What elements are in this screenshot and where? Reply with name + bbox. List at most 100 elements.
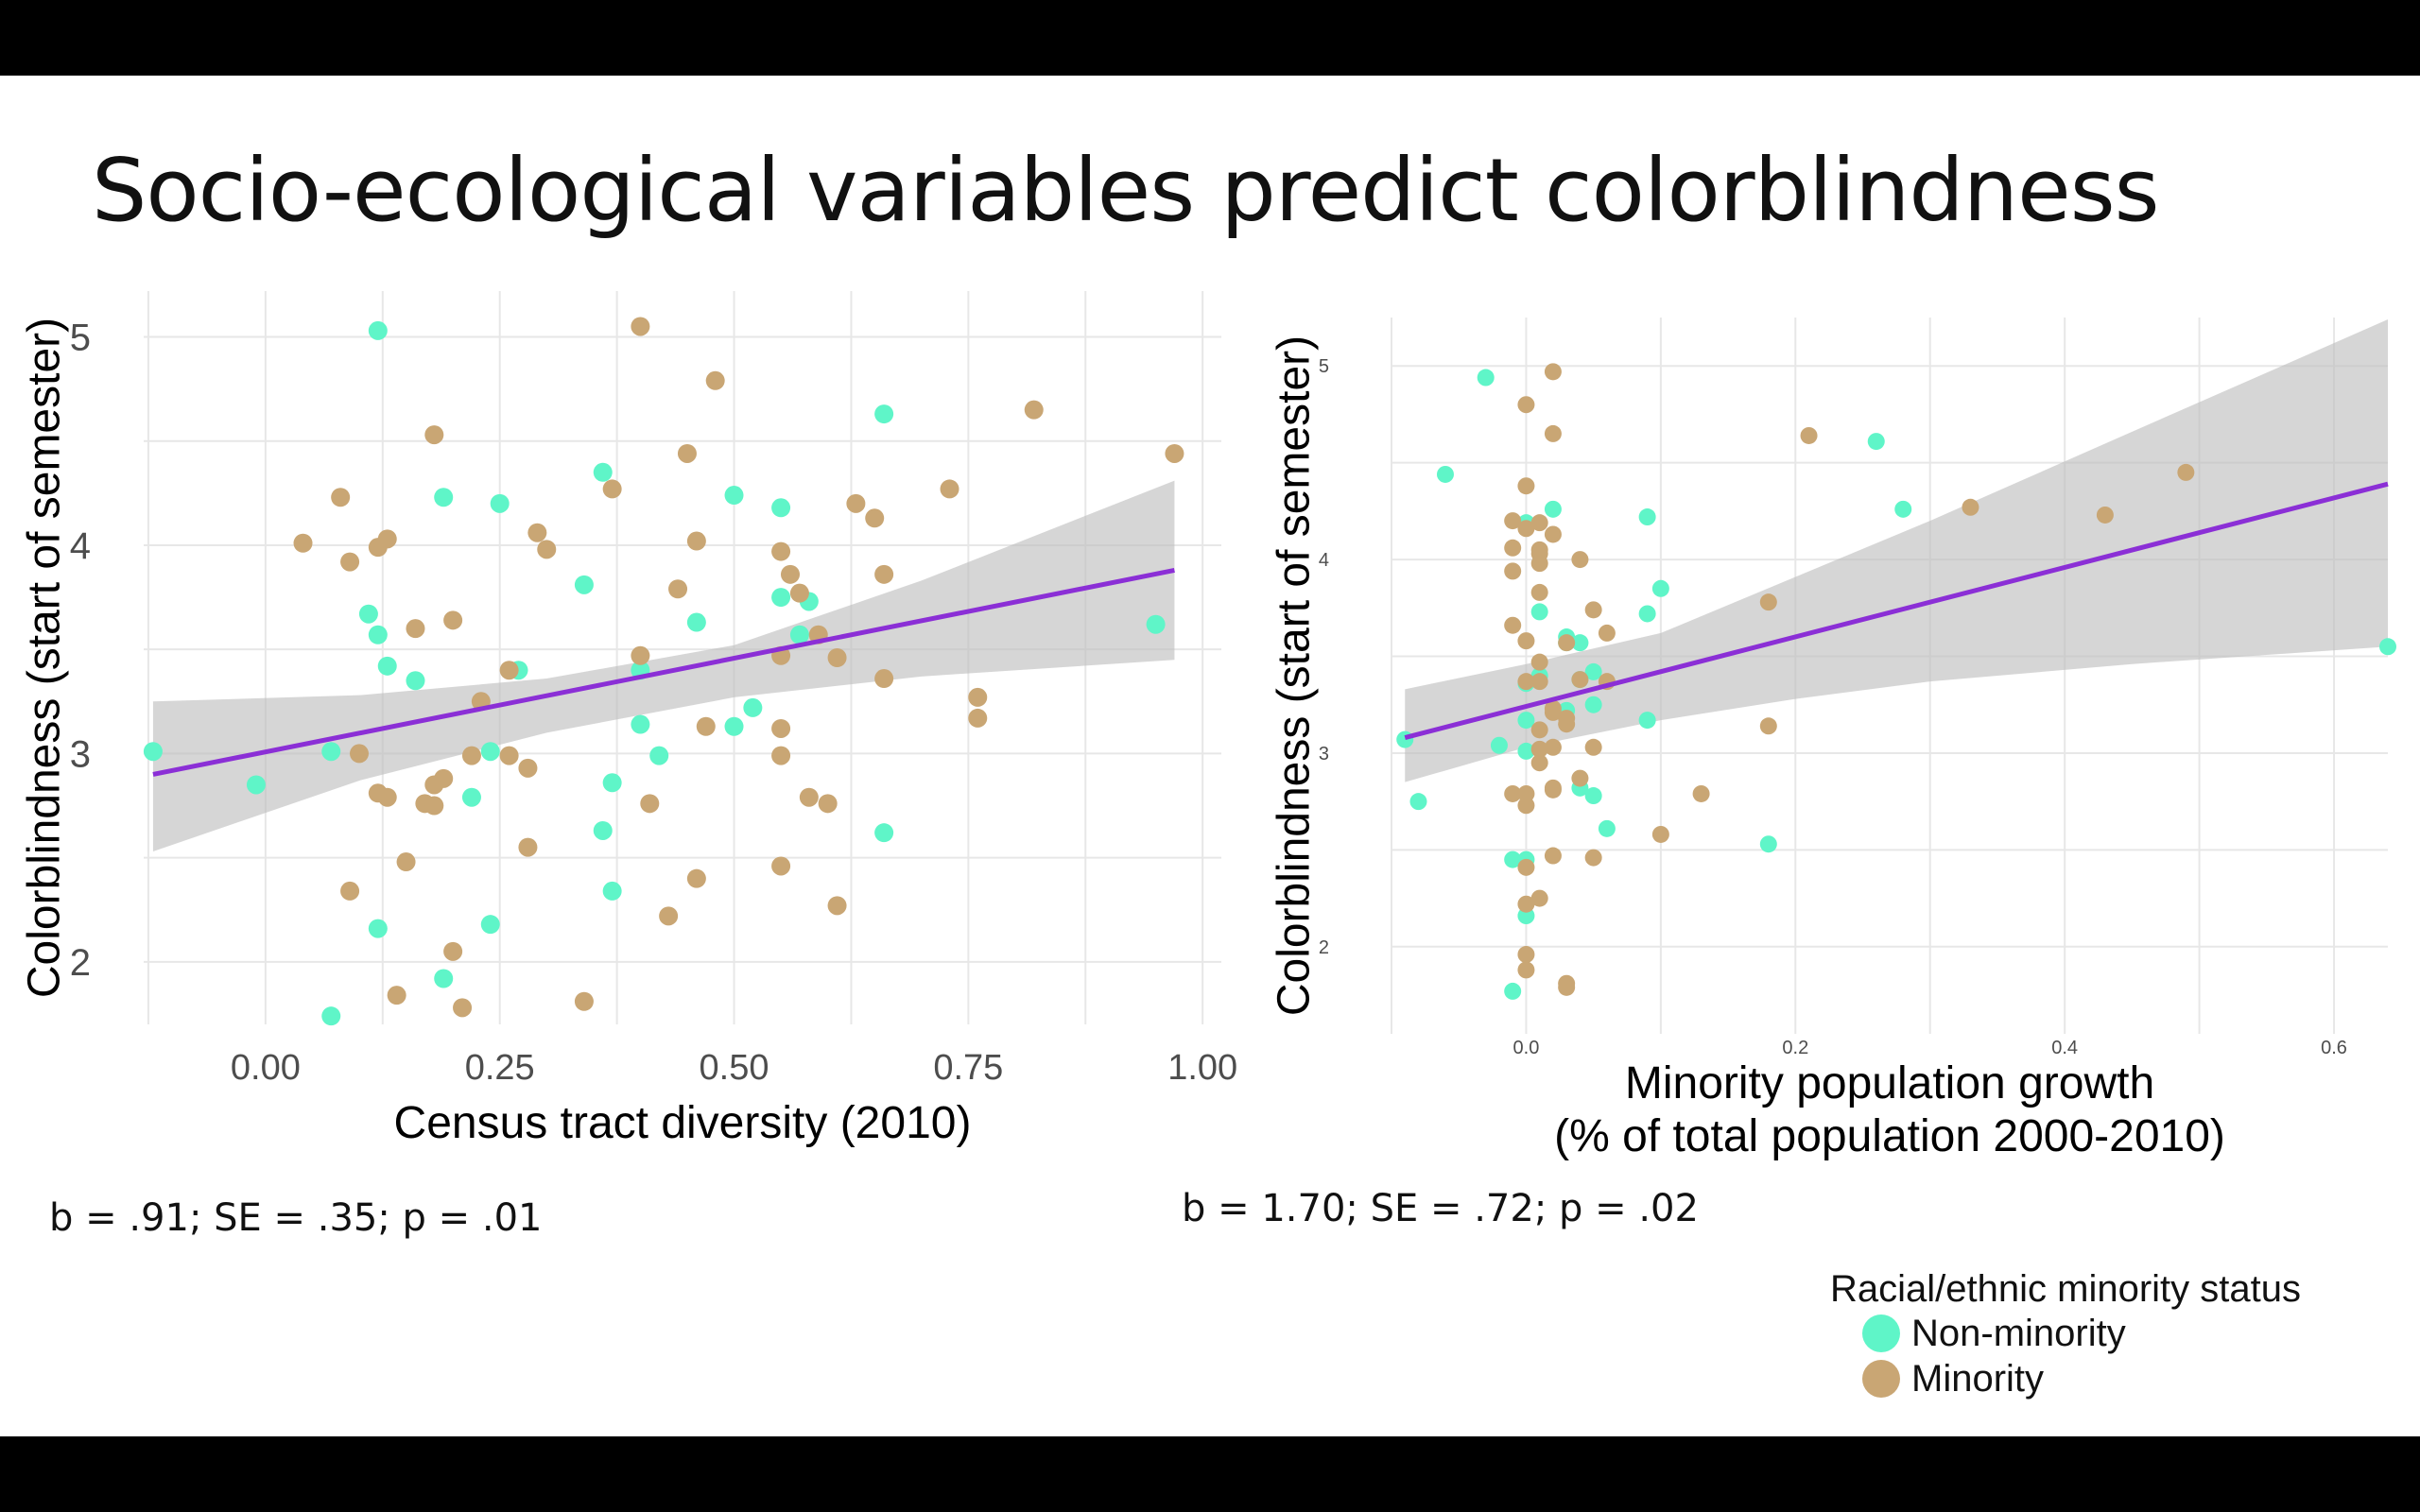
left-point-minority-33: [659, 906, 679, 926]
right-point-minority-1: [1504, 784, 1522, 802]
left-y-tick-label: 4: [70, 525, 91, 567]
left-regression-stats: b = .91; SE = .35; p = .01: [49, 1196, 543, 1240]
left-point-minority-50: [827, 648, 847, 667]
left-regression-line: [152, 567, 1175, 777]
left-x-tick-label: 0.50: [700, 1048, 769, 1088]
left-point-minority-57: [968, 687, 988, 707]
right-point-non-minority-8: [1517, 712, 1535, 730]
right-point-non-minority-1: [1409, 793, 1427, 811]
right-point-non-minority-4: [1490, 736, 1508, 754]
right-point-minority-53: [1800, 426, 1818, 444]
left-grid: [144, 291, 1221, 1024]
left-point-minority-30: [631, 317, 650, 336]
right-point-minority-13: [1517, 673, 1535, 691]
right-point-non-minority-6: [1504, 850, 1522, 868]
right-point-non-minority-28: [1638, 605, 1656, 623]
left-x-axis-label: Census tract diversity (2010): [394, 1098, 972, 1148]
left-point-minority-17: [443, 610, 463, 630]
left-point-non-minority-3: [321, 742, 341, 762]
right-point-minority-52: [1759, 593, 1777, 611]
right-point-minority-8: [1517, 946, 1535, 964]
right-point-minority-44: [1584, 601, 1602, 619]
left-point-minority-20: [461, 746, 481, 765]
left-point-non-minority-13: [480, 742, 500, 762]
left-point-minority-60: [1165, 443, 1184, 463]
right-point-minority-7: [1517, 895, 1535, 913]
left-point-minority-51: [827, 896, 847, 916]
left-point-non-minority-2: [321, 1006, 341, 1026]
left-point-minority-26: [527, 523, 547, 542]
right-point-minority-12: [1517, 520, 1535, 538]
right-point-minority-31: [1544, 738, 1562, 756]
left-point-non-minority-10: [434, 488, 454, 507]
left-point-minority-25: [518, 837, 538, 857]
left-point-minority-27: [537, 540, 557, 559]
right-point-minority-20: [1530, 673, 1548, 691]
right-point-minority-25: [1530, 721, 1548, 739]
left-point-minority-35: [677, 443, 697, 463]
left-point-non-minority-11: [434, 969, 454, 988]
left-point-minority-54: [874, 564, 894, 584]
right-point-minority-36: [1558, 634, 1576, 652]
right-point-minority-2: [1504, 616, 1522, 634]
left-point-non-minority-18: [593, 820, 613, 840]
right-point-minority-46: [1584, 738, 1602, 756]
legend-item-minority: Minority: [1862, 1356, 2301, 1401]
right-point-minority-19: [1530, 653, 1548, 671]
left-point-minority-11: [406, 619, 425, 639]
right-point-non-minority-31: [1867, 433, 1885, 451]
legend-label-minority: Minority: [1911, 1357, 2045, 1400]
left-point-minority-24: [518, 758, 538, 778]
right-point-minority-17: [1530, 514, 1548, 532]
left-point-minority-43: [771, 746, 791, 765]
left-x-tick-label: 0.75: [933, 1048, 1003, 1088]
slide: Socio-ecological variables predict color…: [0, 76, 2420, 1436]
right-y-axis-label: Colorblindness (start of semester): [1270, 335, 1320, 1016]
right-point-minority-9: [1517, 961, 1535, 979]
left-point-minority-31: [631, 645, 650, 665]
left-point-minority-4: [350, 744, 369, 764]
right-point-minority-32: [1544, 847, 1562, 865]
right-point-non-minority-3: [1477, 369, 1495, 387]
legend-swatch-non-minority: [1862, 1314, 1900, 1352]
left-point-non-minority-12: [461, 787, 481, 807]
right-point-minority-55: [2096, 506, 2114, 524]
left-point-minority-22: [499, 661, 519, 680]
left-point-minority-36: [686, 531, 706, 551]
left-point-minority-44: [771, 856, 791, 876]
left-point-non-minority-1: [246, 775, 266, 795]
right-point-non-minority-26: [1638, 712, 1656, 730]
right-confidence-band: [1405, 319, 2388, 782]
right-regression-stats: b = 1.70; SE = .72; p = .02: [1182, 1187, 1699, 1230]
right-point-minority-6: [1517, 396, 1535, 414]
right-point-minority-26: [1530, 754, 1548, 772]
right-point-non-minority-24: [1584, 787, 1602, 805]
right-y-tick-label: 5: [1319, 356, 1329, 377]
legend-title: Racial/ethnic minority status: [1830, 1268, 2301, 1310]
right-point-minority-33: [1544, 525, 1562, 543]
right-point-minority-43: [1571, 671, 1589, 689]
right-point-non-minority-20: [1571, 634, 1589, 652]
right-point-minority-56: [2177, 463, 2195, 481]
right-point-minority-51: [1759, 717, 1777, 735]
left-x-tick-label: 1.00: [1167, 1048, 1237, 1088]
right-point-minority-35: [1544, 779, 1562, 797]
left-tick-labels: 0.00 0.25 0.50 0.75 1.00 2 3 4 5: [70, 318, 1237, 1089]
left-point-non-minority-8: [377, 656, 397, 676]
left-point-non-minority-34: [874, 404, 894, 424]
left-point-minority-59: [1024, 400, 1044, 420]
left-x-tick-label: 0.00: [231, 1048, 301, 1088]
right-point-minority-4: [1504, 539, 1522, 557]
right-point-minority-22: [1530, 889, 1548, 907]
right-point-non-minority-0: [1396, 730, 1414, 748]
left-point-non-minority-0: [143, 742, 163, 762]
right-point-minority-15: [1517, 858, 1535, 876]
left-point-minority-40: [771, 541, 791, 561]
right-regression-line: [1404, 481, 2389, 740]
left-point-minority-55: [874, 669, 894, 689]
right-point-non-minority-29: [1651, 579, 1669, 597]
left-confidence-band: [152, 480, 1175, 852]
left-point-non-minority-26: [724, 486, 744, 506]
right-point-non-minority-5: [1504, 982, 1522, 1000]
left-point-minority-9: [387, 986, 406, 1005]
